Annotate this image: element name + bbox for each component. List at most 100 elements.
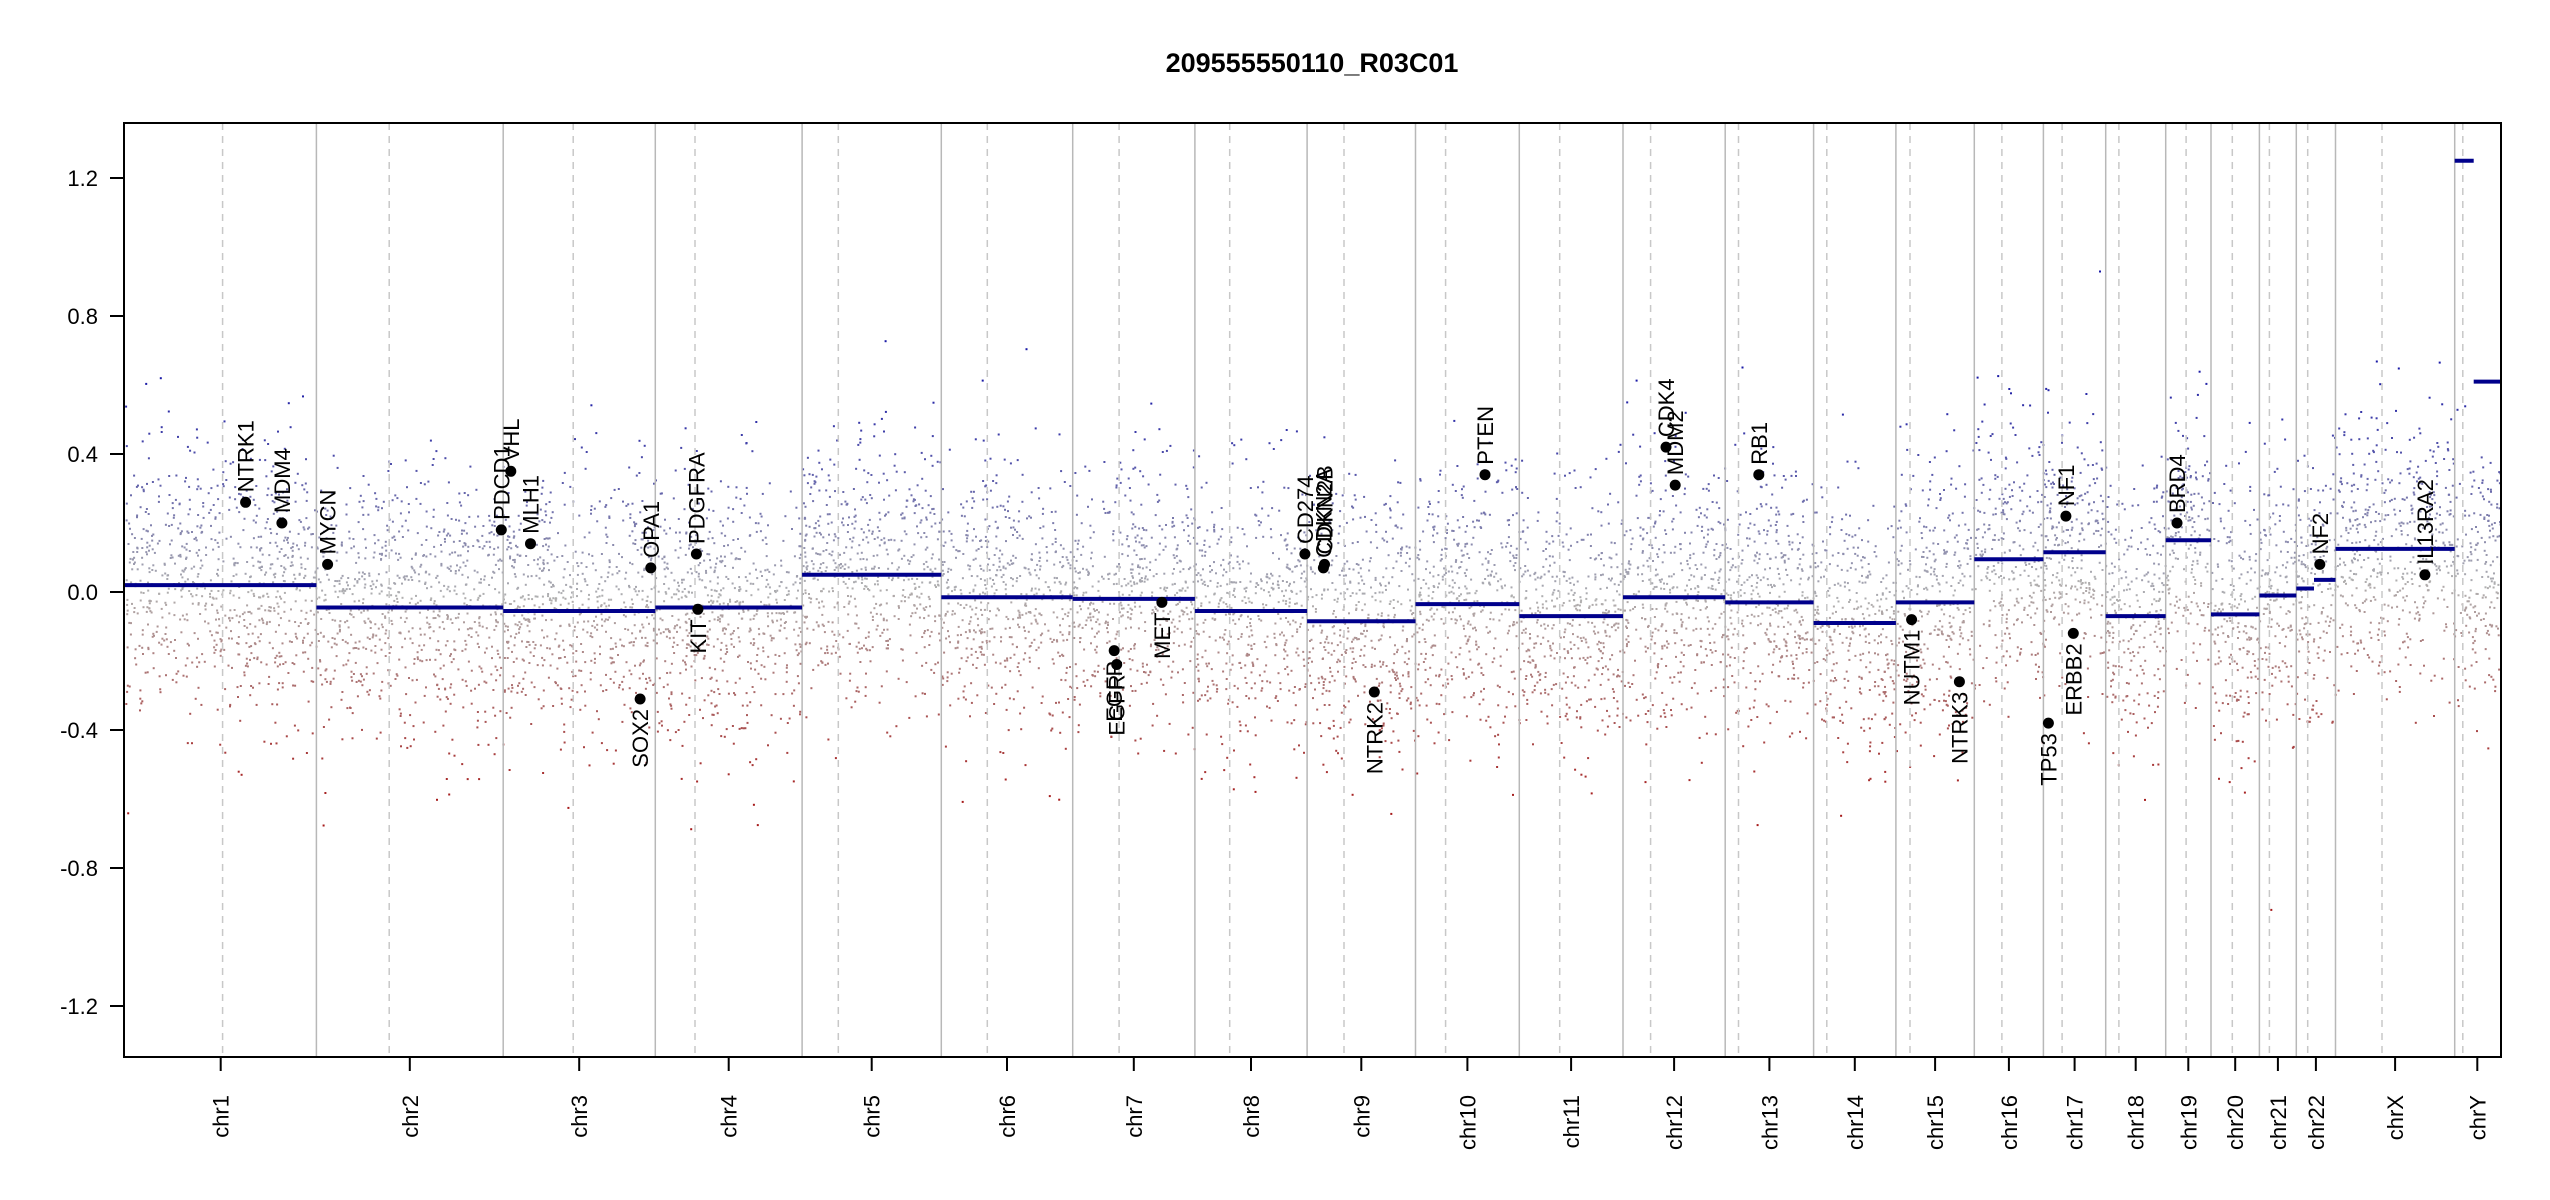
probe-point [344,621,347,624]
probe-point [852,488,855,490]
probe-point [1172,517,1174,519]
probe-point [885,513,887,516]
probe-point [617,654,619,656]
probe-point [749,627,752,630]
probe-point [1137,752,1140,755]
probe-point [748,572,751,575]
probe-point [901,659,904,662]
probe-point [842,491,845,493]
probe-point [1357,571,1360,574]
probe-point [400,745,402,748]
probe-point [1059,591,1062,594]
probe-point [216,541,219,544]
probe-point [576,595,578,598]
probe-point [993,703,996,705]
probe-point [578,514,581,517]
probe-point [410,565,413,568]
probe-point [1374,576,1377,579]
probe-point [528,662,531,664]
probe-point [818,489,821,492]
probe-point [571,591,573,594]
probe-point [183,568,186,571]
probe-point [1198,698,1201,701]
probe-point [885,647,888,650]
probe-point [1250,687,1253,690]
probe-point [653,617,656,620]
probe-point [726,517,729,520]
probe-point [474,687,476,690]
probe-point [238,621,240,624]
probe-point [1229,635,1232,638]
probe-point [414,553,417,556]
probe-point [389,684,392,687]
probe-point [246,665,249,668]
probe-point [924,458,926,461]
probe-point [566,561,569,563]
probe-point [622,500,624,503]
probe-point [864,694,867,697]
probe-point [216,484,219,487]
probe-point [684,427,687,430]
probe-point [401,646,404,649]
probe-point [340,577,343,580]
probe-point [664,591,667,594]
probe-point [734,693,737,696]
probe-point [564,597,567,600]
probe-point [1255,514,1258,517]
probe-point [760,515,763,518]
probe-point [1097,664,1100,667]
probe-point [723,545,726,547]
probe-point [671,615,674,617]
probe-point [247,591,250,594]
probe-point [851,587,854,590]
probe-point [186,445,189,448]
probe-point [836,602,839,605]
probe-point [561,555,564,557]
probe-point [419,633,422,636]
probe-point [1255,582,1258,585]
probe-point [962,696,965,699]
probe-point [569,644,572,647]
probe-point [1327,651,1330,654]
probe-point [643,567,646,570]
probe-point [810,597,813,600]
probe-point [274,657,277,659]
probe-point [825,566,828,569]
probe-point [912,554,915,557]
probe-point [1320,597,1323,600]
probe-point [275,742,278,745]
probe-point [797,682,800,685]
probe-point [886,731,889,734]
probe-point [1046,559,1049,562]
probe-point [864,686,867,689]
probe-point [780,612,783,615]
probe-point [980,568,983,570]
probe-point [151,534,153,537]
probe-point [472,545,475,547]
probe-point [255,485,258,487]
probe-point [631,530,634,533]
probe-point [1145,681,1148,684]
probe-point [1073,637,1076,639]
probe-point [260,661,263,664]
probe-point [756,824,759,827]
probe-point [1028,515,1031,518]
probe-point [543,583,546,586]
probe-point [776,619,779,622]
probe-point [1197,526,1199,529]
probe-point [816,578,819,581]
probe-point [1138,572,1141,575]
probe-point [374,645,377,647]
probe-point [672,497,675,500]
probe-point [680,777,683,780]
probe-point [198,661,201,664]
probe-point [699,562,702,564]
probe-point [420,543,423,546]
probe-point [357,556,360,559]
probe-point [1149,561,1152,564]
probe-point [649,545,652,548]
probe-point [147,581,149,584]
probe-point [1210,668,1213,671]
probe-point [444,457,447,460]
probe-point [649,559,652,562]
